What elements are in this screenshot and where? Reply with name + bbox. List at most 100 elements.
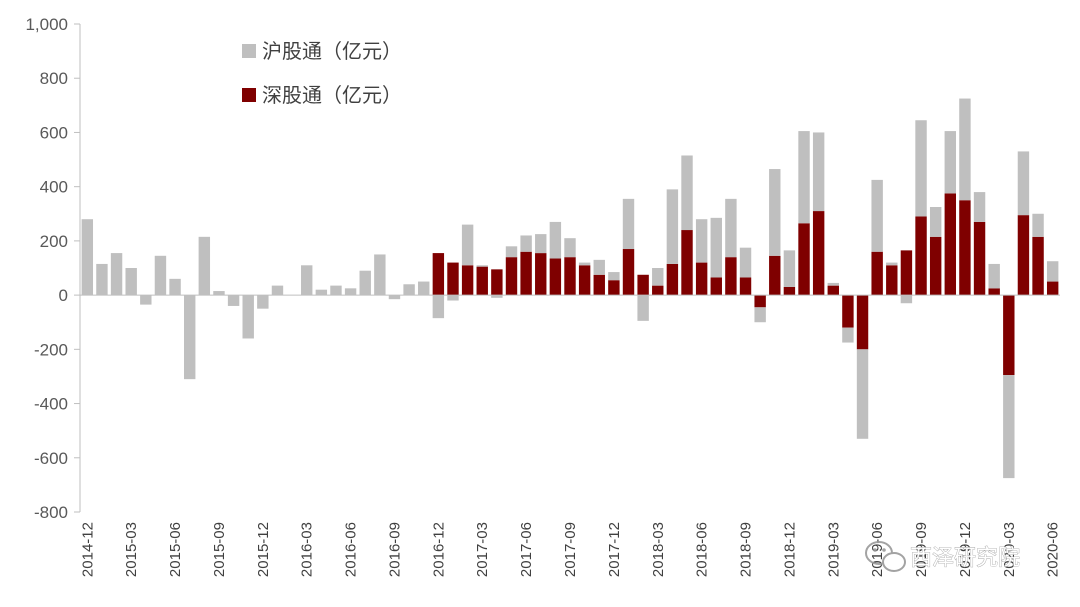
- bar-sh: [929, 207, 942, 237]
- y-axis: -800 -600 -400 -200 0 200 400 600 800 1,000: [25, 15, 80, 522]
- bar-sz: [988, 288, 1000, 296]
- bar-sz: [886, 265, 898, 296]
- bar-sh: [359, 270, 371, 296]
- watermark: 西泽研究院: [865, 541, 1020, 572]
- x-tick-labels: 2014-12 2015-03 2015-06 2015-09 2015-12 2016-…: [79, 522, 1061, 577]
- bar-sh: [330, 285, 342, 296]
- bar-sh: [856, 349, 869, 439]
- bar-sh: [549, 221, 562, 259]
- legend-label-sh: 沪股通（亿元）: [262, 39, 402, 63]
- x-tick-label: 2017-12: [606, 522, 623, 577]
- bar-sz: [666, 263, 679, 296]
- legend-label-sz: 深股通（亿元）: [262, 83, 402, 107]
- bar-sh: [564, 238, 576, 258]
- bar-sh: [140, 295, 152, 305]
- bar-sz: [622, 249, 635, 296]
- bar-sh: [871, 179, 883, 252]
- bar-sh: [183, 295, 196, 380]
- x-tick-label: 2017-06: [518, 522, 535, 577]
- bar-sh: [973, 192, 986, 222]
- bar-sh: [96, 263, 108, 296]
- watermark-text: 西泽研究院: [910, 546, 1020, 571]
- bar-sz: [549, 258, 562, 296]
- bar-sz: [491, 269, 503, 296]
- x-tick-label: 2014-12: [79, 522, 96, 577]
- x-tick-label: 2019-12: [957, 522, 974, 577]
- bar-sz: [681, 230, 693, 296]
- y-tick-label: 200: [40, 232, 68, 251]
- bar-sz: [725, 257, 737, 296]
- x-tick-label: 2019-09: [913, 522, 930, 577]
- bar-sh: [578, 262, 591, 266]
- bar-sh: [652, 268, 664, 286]
- bar-sh: [418, 281, 430, 296]
- bar-sh: [1046, 261, 1059, 282]
- bar-sz: [842, 295, 854, 328]
- bar-sh: [959, 98, 971, 201]
- bar-sh: [198, 236, 211, 296]
- bar-sz: [812, 211, 825, 296]
- bar-sh: [227, 295, 240, 306]
- y-tick-label: -600: [34, 449, 68, 468]
- y-tick-label: 0: [59, 286, 68, 305]
- bar-sh: [710, 217, 722, 278]
- bar-sz: [447, 262, 459, 296]
- bar-sz: [637, 274, 649, 296]
- legend: 沪股通（亿元） 深股通（亿元）: [242, 39, 402, 107]
- x-tick-label: 2016-03: [299, 522, 316, 577]
- bar-sh: [213, 291, 225, 296]
- x-tick-label: 2015-03: [123, 522, 140, 577]
- bar-sh: [520, 235, 532, 252]
- bar-sh: [944, 131, 957, 194]
- bar-sh: [798, 131, 810, 224]
- bar-sh: [374, 254, 386, 296]
- bar-sz: [695, 262, 708, 296]
- y-tick-label: -400: [34, 395, 68, 414]
- x-tick-label: 2020-03: [1001, 522, 1018, 577]
- bar-sz: [535, 253, 547, 296]
- bar-sz: [564, 257, 576, 296]
- bar-sh: [827, 282, 839, 286]
- bar-sh: [242, 295, 254, 339]
- y-tick-label: -800: [34, 503, 68, 522]
- bar-sz: [1003, 295, 1015, 376]
- x-tick-label: 2017-09: [562, 522, 579, 577]
- bar-sh: [1017, 151, 1030, 216]
- bar-sz: [798, 223, 810, 296]
- bar-sh: [812, 132, 825, 212]
- x-tick-label: 2016-09: [386, 522, 403, 577]
- bar-sh: [900, 295, 913, 304]
- bar-sh: [988, 263, 1000, 289]
- bar-sz: [652, 285, 664, 296]
- bar-sh: [783, 250, 796, 287]
- legend-swatch-sz: [242, 88, 256, 102]
- y-tick-label: 400: [40, 178, 68, 197]
- x-tick-label: 2016-12: [430, 522, 447, 577]
- x-tick-label: 2018-09: [738, 522, 755, 577]
- legend-swatch-sh: [242, 44, 256, 58]
- bar-sh: [476, 265, 488, 267]
- bar-sz: [929, 236, 942, 296]
- axes-group: [79, 24, 1060, 512]
- bar-sh: [637, 295, 649, 321]
- bar-sh: [886, 262, 898, 266]
- bar-sz: [593, 274, 605, 296]
- bar-sh: [154, 255, 167, 296]
- bar-sh: [608, 272, 620, 281]
- y-tick-label: 1,000: [25, 15, 68, 34]
- bar-sz: [769, 255, 781, 296]
- bar-sh: [344, 288, 357, 296]
- bar-sh: [257, 295, 269, 309]
- x-tick-label: 2016-06: [343, 522, 360, 577]
- bar-sh: [447, 295, 459, 301]
- x-tick-label: 2015-09: [211, 522, 228, 577]
- bar-sz: [476, 266, 488, 296]
- wechat-icon: [865, 541, 906, 572]
- bar-sh: [315, 289, 328, 296]
- bar-sz: [520, 251, 532, 296]
- bar-sz: [710, 277, 722, 296]
- bar-sh: [739, 247, 752, 278]
- bar-sh: [491, 295, 503, 298]
- bar-sz: [432, 253, 445, 296]
- bar-sh: [915, 120, 927, 217]
